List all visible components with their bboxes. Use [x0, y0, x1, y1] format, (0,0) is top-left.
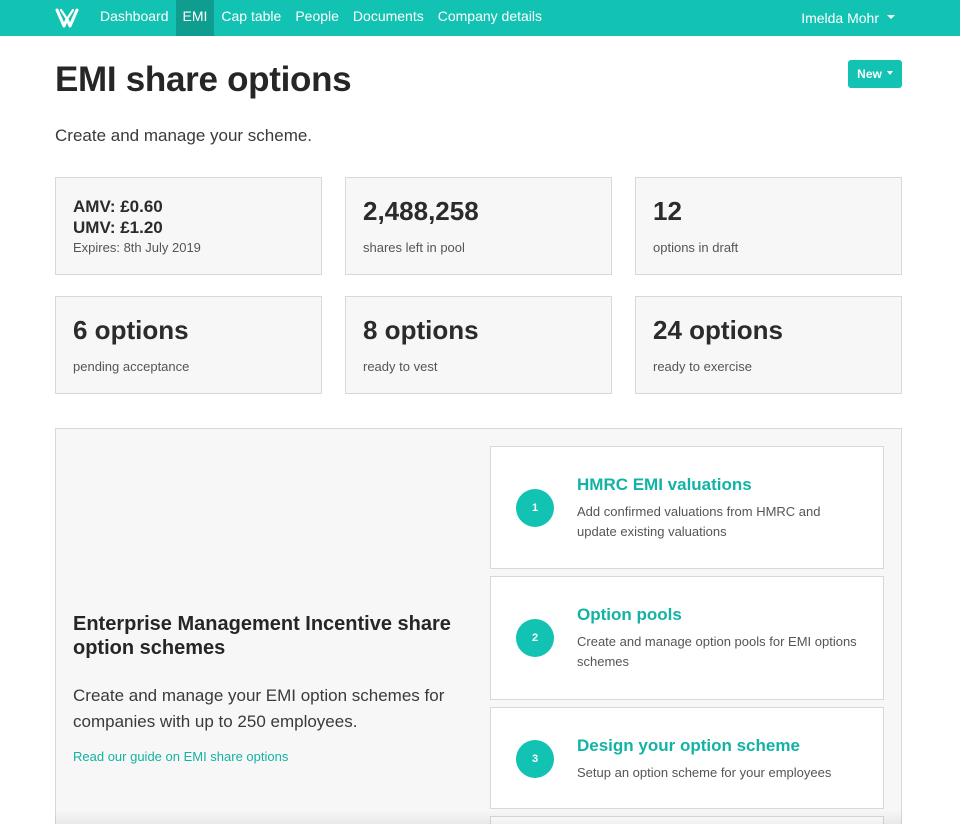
page-title: EMI share options [55, 60, 352, 99]
nav-people[interactable]: People [295, 8, 339, 24]
main-nav: Dashboard EMI Cap table People Documents… [93, 0, 549, 36]
stat-value: 12 [653, 196, 682, 226]
step-description: Create and manage option pools for EMI o… [577, 634, 857, 669]
valuation-card: AMV: £0.60 UMV: £1.20 Expires: 8th July … [55, 177, 322, 275]
stat-label: ready to vest [363, 359, 438, 374]
step-title: Design your option scheme [577, 736, 800, 755]
stat-card-ready-to-exercise: 24 options ready to exercise [635, 296, 902, 394]
guide-link[interactable]: Read our guide on EMI share options [73, 749, 289, 764]
new-button-label: New [857, 67, 882, 81]
valuation-expiry: Expires: 8th July 2019 [73, 240, 201, 255]
stat-card-options-draft: 12 options in draft [635, 177, 902, 275]
intro-title: Enterprise Management Incentive share op… [73, 613, 451, 659]
step-card-next[interactable] [490, 816, 884, 824]
new-button[interactable]: New [848, 60, 902, 88]
stat-label: ready to exercise [653, 359, 752, 374]
amv-value: AMV: £0.60 [73, 197, 163, 216]
nav-dashboard[interactable]: Dashboard [100, 8, 169, 24]
user-menu[interactable]: Imelda Mohr [801, 0, 895, 36]
step-card-option-pools[interactable]: 2 Option pools Create and manage option … [490, 576, 884, 700]
top-navbar: Dashboard EMI Cap table People Documents… [0, 0, 960, 36]
nav-emi[interactable]: EMI [175, 0, 215, 36]
nav-company-details[interactable]: Company details [437, 8, 543, 24]
stat-label: pending acceptance [73, 359, 190, 374]
step-number-badge: 2 [516, 619, 554, 657]
step-card-design-scheme[interactable]: 3 Design your option scheme Setup an opt… [490, 707, 884, 809]
chevron-down-icon [886, 70, 893, 75]
user-name: Imelda Mohr [801, 9, 879, 26]
step-card-hmrc-valuations[interactable]: 1 HMRC EMI valuations Add confirmed valu… [490, 446, 884, 569]
stat-label: options in draft [653, 240, 739, 255]
step-number-badge: 1 [516, 489, 554, 527]
stat-card-ready-to-vest: 8 options ready to vest [345, 296, 612, 394]
company-logo-icon[interactable] [55, 7, 79, 29]
nav-cap-table[interactable]: Cap table [221, 8, 282, 24]
stat-value: 6 options [73, 315, 189, 345]
scroll-shadow [55, 810, 902, 824]
stat-card-pending-acceptance: 6 options pending acceptance [55, 296, 322, 394]
chevron-down-icon [887, 14, 895, 19]
stat-card-shares-left: 2,488,258 shares left in pool [345, 177, 612, 275]
step-title: Option pools [577, 605, 682, 624]
umv-value: UMV: £1.20 [73, 218, 163, 237]
valuation-values: AMV: £0.60 UMV: £1.20 [73, 196, 163, 238]
step-description: Add confirmed valuations from HMRC and u… [577, 504, 821, 539]
step-title: HMRC EMI valuations [577, 475, 752, 494]
stat-value: 24 options [653, 315, 784, 345]
step-description: Setup an option scheme for your employee… [577, 765, 832, 780]
page-subtitle: Create and manage your scheme. [55, 126, 313, 145]
stat-label: shares left in pool [363, 240, 465, 255]
intro-text: Create and manage your EMI option scheme… [73, 686, 445, 731]
step-number-badge: 3 [516, 740, 554, 778]
nav-documents[interactable]: Documents [352, 8, 424, 24]
stat-value: 2,488,258 [363, 196, 479, 226]
stat-value: 8 options [363, 315, 479, 345]
